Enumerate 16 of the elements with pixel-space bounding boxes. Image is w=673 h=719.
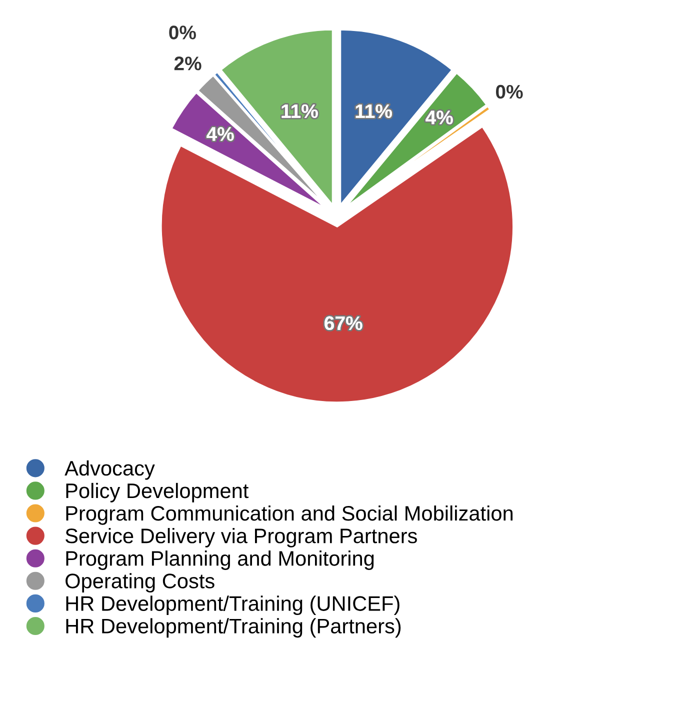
legend-label: HR Development/Training (UNICEF) [66,596,400,616]
legend-label: Operating Costs [66,573,214,593]
legend-label: Policy Development [66,482,249,502]
data-label: 11% [356,104,392,118]
legend-label: Advocacy [64,460,155,480]
data-label: 4% [206,127,234,141]
legend-label: Program Planning and Monitoring [66,550,374,570]
data-label: 0% [496,84,523,99]
legend-label: HR Development/Training (Partners) [66,618,401,638]
legend-label: Program Communication and Social Mobilization [66,505,513,525]
data-label: 4% [426,110,453,124]
data-label: 11% [282,104,318,118]
data-label: 2% [174,56,202,70]
data-label: 67% [324,316,362,330]
data-label: 0% [169,26,196,40]
legend-label: Service Delivery via Program Partners [66,528,417,548]
